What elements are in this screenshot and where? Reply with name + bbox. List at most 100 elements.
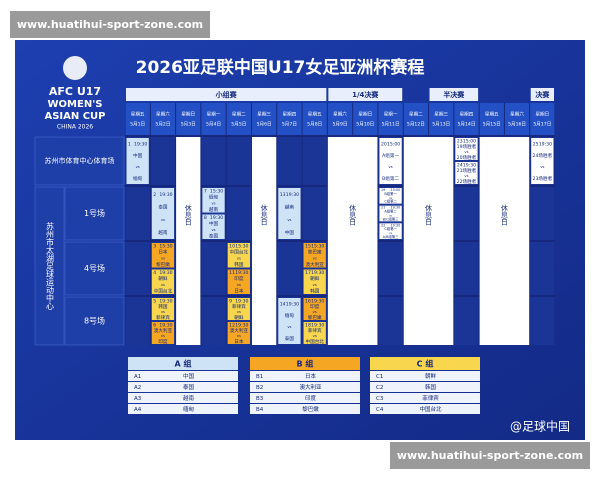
cell [530, 242, 555, 295]
home-team: A组第二 [384, 209, 397, 214]
away-team: 日本 [234, 287, 244, 294]
away-team: 黎巴嫩 [156, 261, 170, 268]
credit: @足球中国 [510, 419, 570, 434]
group-row [128, 382, 238, 392]
team-seed: B2 [256, 385, 263, 391]
team-seed: C1 [376, 374, 383, 380]
cell [150, 137, 176, 185]
vs: vs [211, 228, 215, 232]
away-team: 黎巴嫩 [308, 314, 322, 321]
match-box [227, 298, 250, 320]
group-row [370, 382, 480, 392]
date: 5月3日 [181, 122, 196, 128]
day-header [251, 103, 277, 135]
team-name: 中国 [183, 372, 195, 380]
match-time: 19:30 [134, 141, 147, 147]
home-team: B组第一 [384, 191, 397, 196]
date: 5月8日 [307, 122, 322, 128]
group-row [250, 371, 360, 381]
date: 5月10日 [356, 122, 374, 128]
group-row [128, 393, 238, 403]
day-header [479, 103, 504, 135]
date: 5月7日 [282, 122, 297, 128]
match-time: 19:30 [235, 298, 248, 304]
match-no: 17 [305, 270, 311, 276]
match-time: 19:30 [159, 322, 172, 328]
title: 2026亚足联中国U17女足亚洲杯赛程 [136, 57, 425, 78]
date: 5月15日 [483, 122, 501, 128]
weekday: 星期五 [485, 112, 499, 118]
team-name: 缅甸 [183, 405, 195, 413]
match-box [151, 243, 175, 268]
match-time: 19:30 [391, 206, 401, 210]
cell [454, 187, 479, 240]
team-name: 越南 [183, 394, 195, 402]
away-team: 朝鲜 [234, 314, 244, 321]
day-header [403, 103, 429, 135]
date: 5月11日 [382, 122, 400, 128]
vs: vs [161, 283, 165, 287]
match-time: 19:30 [210, 215, 223, 221]
rest-label: 休息日 [260, 204, 268, 227]
vs: vs [237, 334, 241, 338]
vs: vs [287, 325, 291, 329]
home-team: C组第一 [384, 226, 397, 231]
cell [201, 137, 226, 185]
home-team: 菲律宾 [232, 303, 246, 310]
cell [277, 137, 302, 185]
vs: vs [389, 165, 393, 169]
match-time: 15:30 [159, 244, 172, 250]
date: 5月17日 [533, 122, 551, 128]
day-header [327, 103, 353, 135]
date: 5月16日 [508, 122, 526, 128]
home-team: 印度 [234, 275, 244, 282]
date: 5月1日 [130, 122, 145, 128]
match-box [202, 188, 225, 213]
match-no: 25 [533, 141, 539, 147]
group-row [370, 371, 480, 381]
match-time: 19:30 [311, 298, 324, 304]
match-time: 15:30 [311, 244, 324, 250]
match-time: 19:30 [159, 298, 172, 304]
match-no: 21 [381, 206, 385, 210]
day-header [125, 103, 150, 135]
match-time: 19:30 [311, 322, 324, 328]
match-no: 18 [305, 322, 311, 328]
cell [201, 242, 226, 295]
watermark: www.huatihui-sport-zone.com [17, 18, 203, 31]
rest-column [251, 137, 277, 345]
cell [530, 187, 555, 240]
match-box [227, 322, 250, 344]
team-seed: A3 [134, 396, 142, 402]
home-team: 中国 [133, 152, 143, 159]
match-time: 19:30 [159, 270, 172, 276]
venue-label: 8号场 [84, 317, 105, 326]
stage-header [328, 88, 403, 101]
away-team: 泰国 [209, 232, 219, 239]
team-name: 韩国 [425, 383, 437, 391]
home-team: 中国 [209, 220, 219, 227]
match-no: 3 [153, 244, 156, 250]
match-box [227, 269, 250, 294]
match-time: 19:30 [391, 223, 401, 227]
team-seed: A2 [134, 385, 141, 391]
date: 5月9日 [332, 122, 347, 128]
match-box [303, 269, 326, 294]
weekday: 星期六 [156, 111, 170, 118]
weekday: 星期二 [409, 112, 423, 118]
away-team: 20场胜者 [457, 154, 477, 161]
group-header [370, 357, 480, 370]
team-seed: A1 [134, 374, 141, 380]
match-no: 24 [457, 162, 463, 168]
cell [226, 187, 251, 240]
team-seed: A4 [134, 407, 142, 413]
weekday: 星期日 [181, 112, 195, 118]
watermark-box [10, 11, 210, 38]
match-no: 8 [204, 215, 207, 221]
vs: vs [313, 334, 317, 338]
group-row [250, 393, 360, 403]
date: 5月6日 [257, 122, 272, 128]
logo-text: WOMEN'S [48, 99, 103, 110]
cell [277, 242, 302, 295]
day-header [201, 103, 226, 135]
